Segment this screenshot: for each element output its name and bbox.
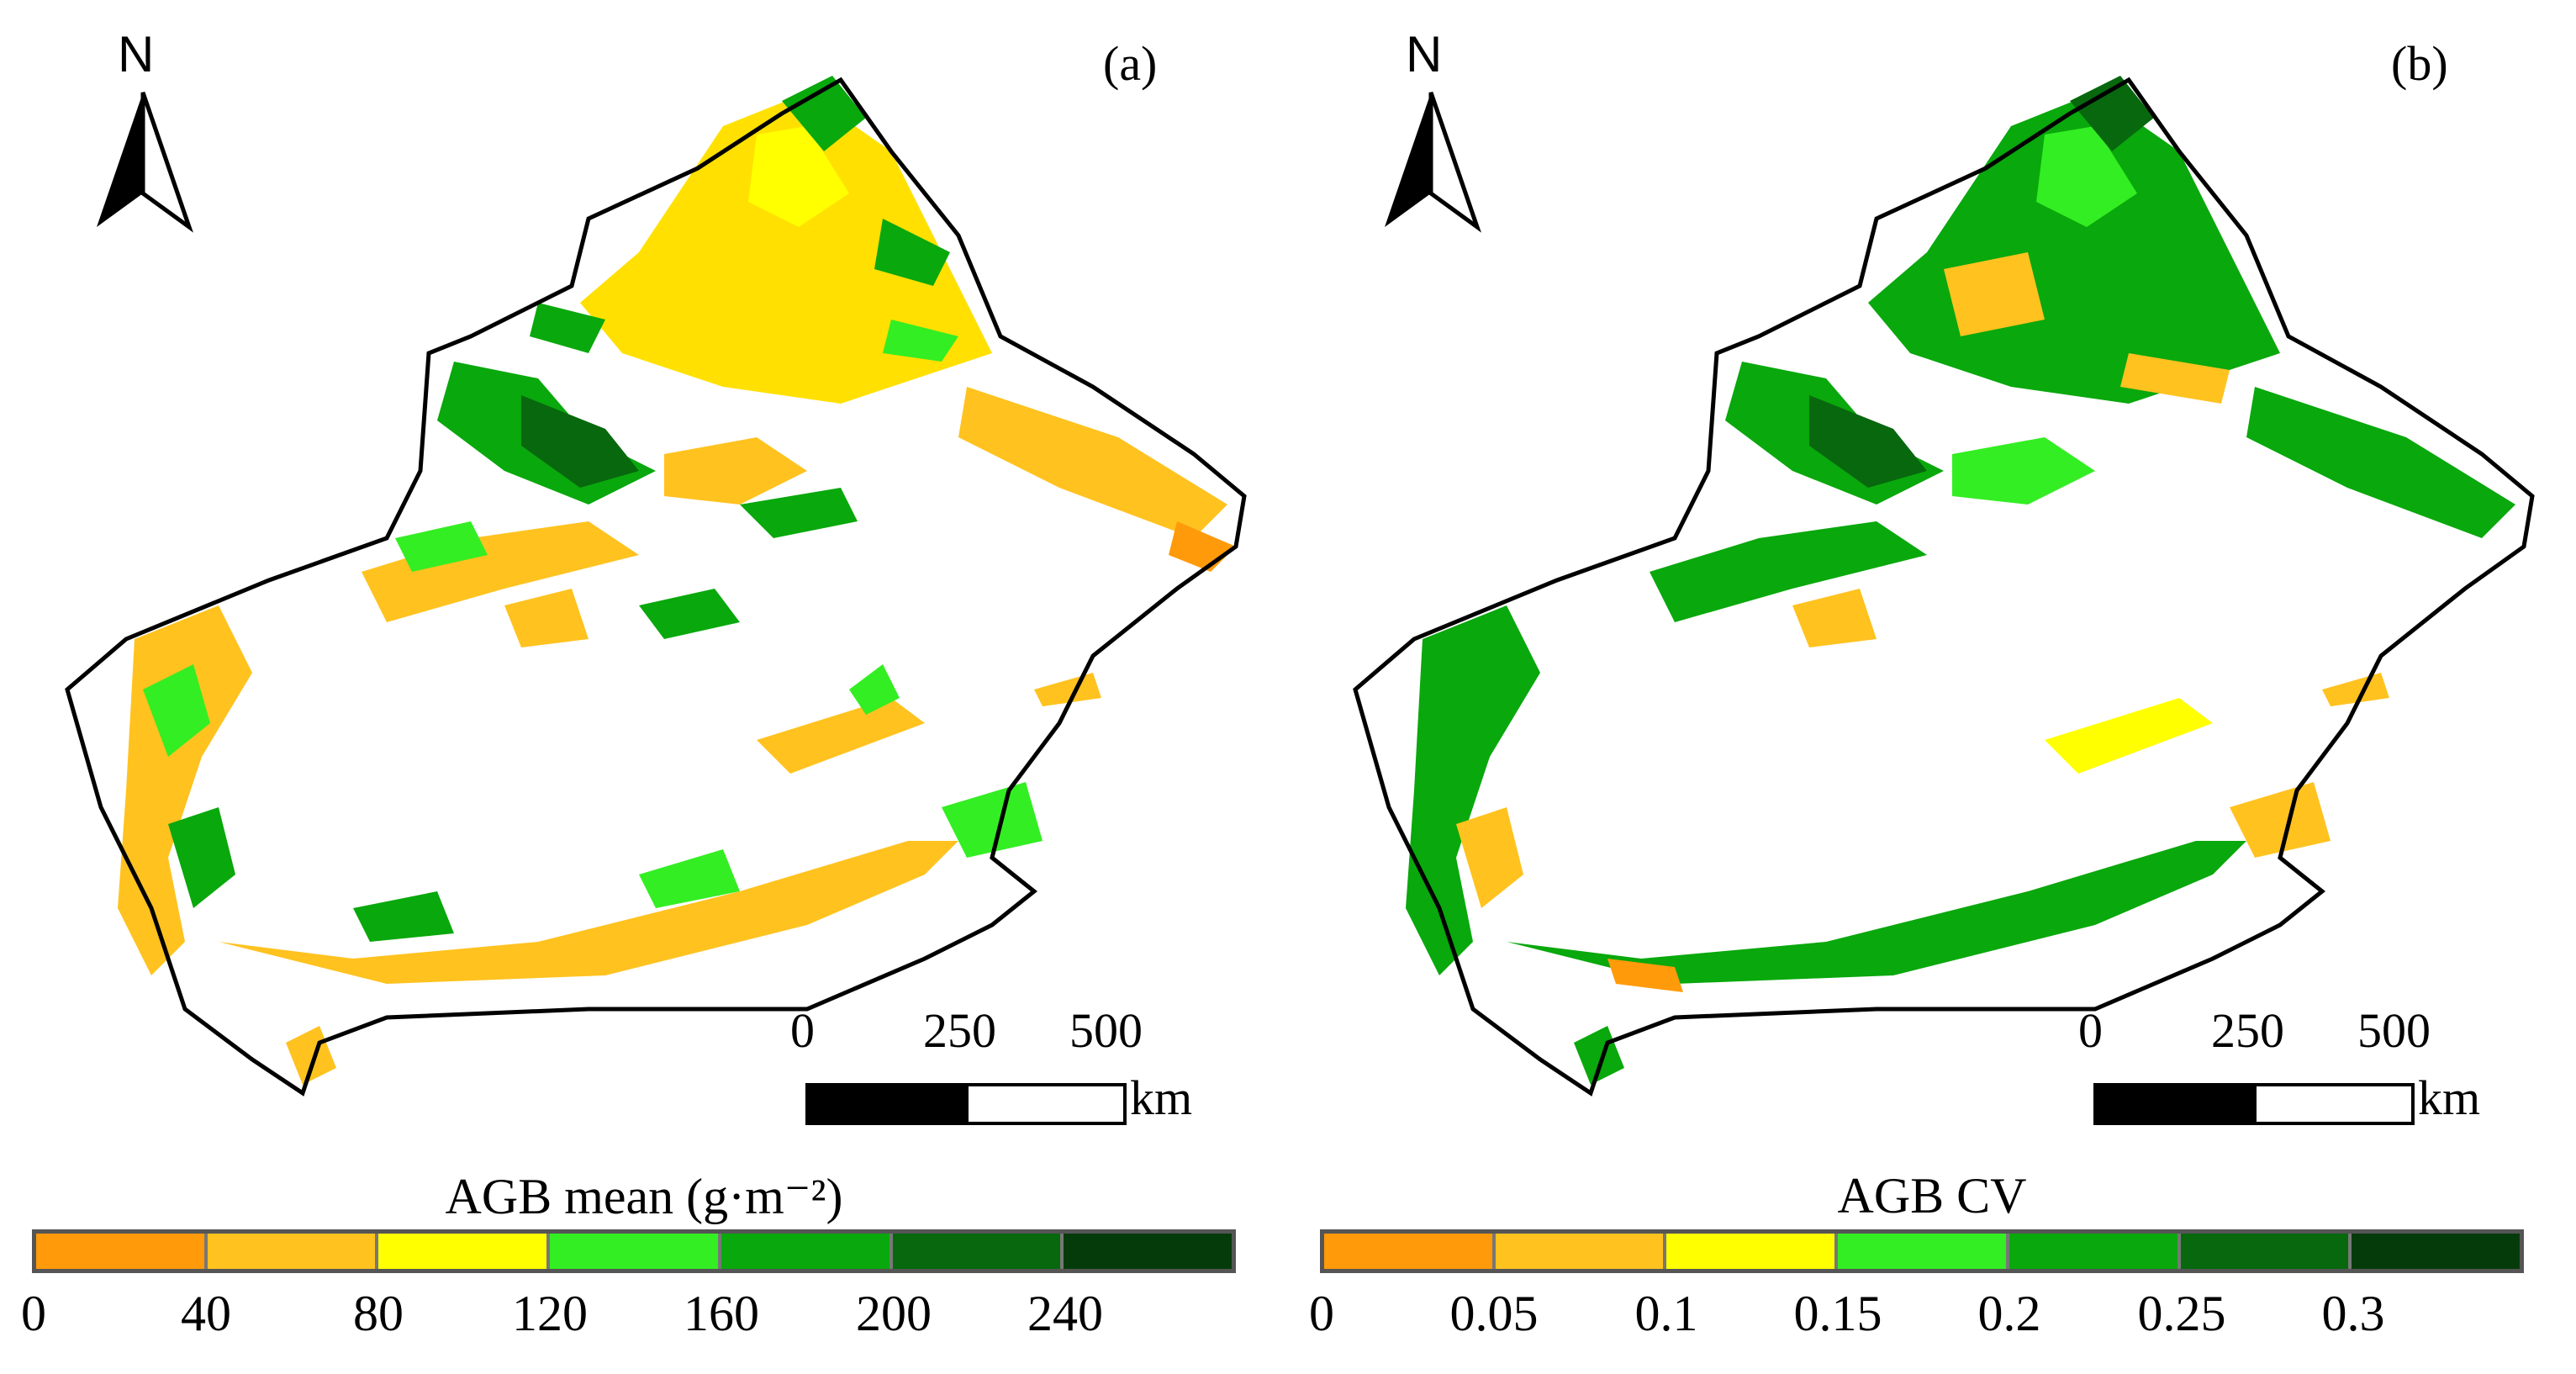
legend-tick: 120 <box>512 1286 588 1341</box>
legend-tick: 0.15 <box>1793 1286 1882 1341</box>
legend-swatch <box>1064 1234 1233 1269</box>
legend-tick: 0 <box>1309 1286 1334 1341</box>
vegetation-patches <box>1406 76 2515 1085</box>
legend-swatch <box>892 1234 1064 1269</box>
xinjiang-boundary <box>65 77 1247 1097</box>
panel-b: N (b) 0 250 500 km AGB CV 0 0.05 0.1 0.1… <box>1288 0 2576 1374</box>
vegetation-patches <box>118 76 1236 1085</box>
legend-tick: 160 <box>684 1286 759 1341</box>
scale-tick-0: 0 <box>790 1003 815 1058</box>
legend-tick: 240 <box>1027 1286 1103 1341</box>
north-arrow <box>1385 92 1481 233</box>
legend-swatch <box>1324 1234 1496 1269</box>
legend-swatch <box>550 1234 721 1269</box>
legend-swatch <box>721 1234 893 1269</box>
scale-tick-500: 500 <box>2357 1003 2431 1058</box>
xinjiang-boundary <box>1353 77 2535 1097</box>
legend-swatch <box>1495 1234 1667 1269</box>
legend-colorbar <box>1320 1229 2524 1273</box>
scale-tick-250: 250 <box>2211 1003 2284 1058</box>
xinjiang-map-agb-cv <box>1353 76 2535 1125</box>
legend-title: AGB mean (g·m⁻²) <box>445 1169 843 1224</box>
legend-swatch <box>36 1234 208 1269</box>
legend-colorbar <box>32 1229 1236 1273</box>
scale-bar <box>805 1083 1127 1125</box>
north-label: N <box>1406 26 1443 82</box>
panel-label: (b) <box>2391 36 2448 91</box>
scale-tick-250: 250 <box>923 1003 996 1058</box>
scale-tick-500: 500 <box>1069 1003 1143 1058</box>
legend-title: AGB CV <box>1837 1168 2027 1223</box>
legend-tick: 0 <box>21 1286 46 1341</box>
legend-tick: 80 <box>353 1286 404 1341</box>
scale-bar <box>2093 1083 2415 1125</box>
legend-swatch <box>1666 1234 1839 1269</box>
xinjiang-map-agb-mean <box>65 76 1247 1125</box>
legend-swatch <box>207 1234 379 1269</box>
legend-tick: 0.2 <box>1977 1286 2041 1341</box>
scale-unit: km <box>1130 1070 1193 1125</box>
legend-swatch <box>2009 1234 2181 1269</box>
legend-swatch <box>378 1234 551 1269</box>
legend-swatch <box>1838 1234 2009 1269</box>
legend-tick: 0.1 <box>1634 1286 1698 1341</box>
legend-swatch <box>2352 1234 2521 1269</box>
north-arrow <box>97 92 193 233</box>
scale-unit: km <box>2418 1070 2481 1125</box>
scale-tick-0: 0 <box>2078 1003 2103 1058</box>
panel-a: N (a) 0 250 500 km AGB mean (g·m⁻²) 0 40… <box>21 26 1247 1341</box>
legend-tick: 200 <box>856 1286 932 1341</box>
legend-tick: 40 <box>181 1286 231 1341</box>
panel-label: (a) <box>1103 36 1158 91</box>
legend-tick: 0.25 <box>2137 1286 2226 1341</box>
north-label: N <box>118 26 155 82</box>
legend-tick: 0.3 <box>2321 1286 2385 1341</box>
legend-tick: 0.05 <box>1449 1286 1539 1341</box>
legend-swatch <box>2180 1234 2352 1269</box>
